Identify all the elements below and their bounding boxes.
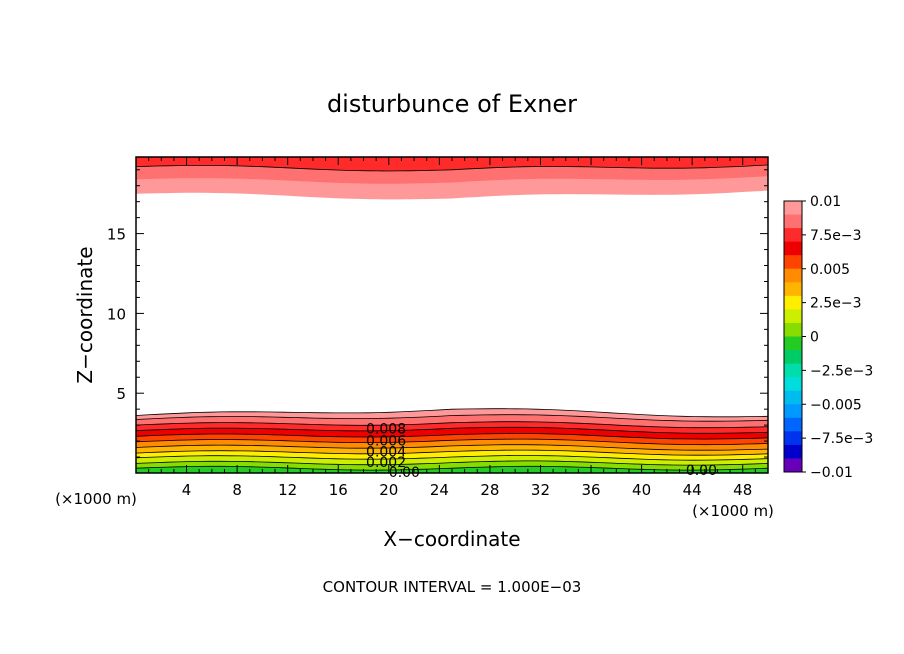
plot-fill-bands	[136, 157, 768, 473]
x-tick-label: 20	[379, 481, 398, 499]
colorbar-swatch	[784, 377, 802, 392]
contour-lines	[135, 164, 769, 471]
bottom-contour-line-1	[135, 460, 769, 466]
colorbar-swatch	[784, 255, 802, 270]
bottom-contour-line-2	[135, 455, 769, 461]
contour-label-0: 0.008	[366, 421, 406, 437]
colorbar-swatch	[784, 228, 802, 243]
colorbar: 0.01 7.5e−3 0.005 2.5e−3 0 −2.5e−3 −0.005 −7.5e…	[783, 194, 873, 481]
colorbar-tick-label: 2.5e−3	[810, 296, 862, 312]
colorbar-swatch	[784, 431, 802, 446]
x-unit-right: (×1000 m)	[692, 502, 774, 520]
colorbar-swatch	[784, 417, 802, 432]
colorbar-tick-label: 0.01	[810, 194, 841, 210]
colorbar-tick-label: 0.005	[810, 262, 850, 278]
colorbar-swatch	[784, 201, 802, 216]
colorbar-swatch	[784, 309, 802, 324]
colorbar-swatch	[784, 282, 802, 297]
y-tick-label: 10	[107, 305, 126, 323]
bottom-contour-line-6	[135, 433, 769, 440]
contour-label-1: 0.006	[366, 433, 406, 449]
colorbar-swatch	[784, 268, 802, 283]
colorbar-tick-label: 0	[810, 330, 819, 346]
x-tick-label: 24	[430, 481, 449, 499]
x-tick-label: 44	[683, 481, 702, 499]
colorbar-swatch	[784, 444, 802, 459]
x-tick-label: 28	[480, 481, 499, 499]
colorbar-swatch	[784, 322, 802, 337]
colorbar-swatch	[784, 241, 802, 256]
colorbar-tick-label: −7.5e−3	[810, 431, 873, 447]
y-tick-label: 15	[107, 226, 126, 244]
colorbar-swatch	[784, 336, 802, 351]
contour-label-5: 0.00	[686, 463, 717, 479]
bottom-contour-line-9	[135, 414, 769, 422]
contour-label-2: 0.004	[366, 444, 406, 460]
bottom-contour-line-5	[135, 438, 769, 446]
x-tick-label: 36	[581, 481, 600, 499]
bottom-contour-line-0	[135, 465, 769, 471]
x-tick-label: 12	[278, 481, 297, 499]
colorbar-tick-label: −2.5e−3	[810, 363, 873, 379]
colorbar-tick-label: 7.5e−3	[810, 228, 862, 244]
top-band-2	[136, 157, 768, 171]
colorbar-swatch	[784, 390, 802, 405]
y-axis-label: Z−coordinate	[73, 246, 97, 383]
x-axis-ticks: 4 8 12 16 20 24 28 32 36 40 44 48	[148, 157, 756, 499]
top-contour-line	[135, 164, 769, 172]
y-tick-label: 5	[116, 385, 126, 403]
contour-label-3: 0.002	[366, 455, 406, 471]
colorbar-swatch	[784, 295, 802, 310]
colorbar-swatch	[784, 458, 802, 473]
bottom-contour-line-10	[135, 408, 769, 418]
bottom-contour-line-4	[135, 444, 769, 451]
colorbar-tick-label: −0.005	[810, 397, 862, 413]
bottom-contour-line-7	[135, 426, 769, 434]
x-axis-label: X−coordinate	[383, 527, 520, 551]
colorbar-swatch	[784, 350, 802, 365]
colorbar-swatch	[784, 363, 802, 378]
colorbar-swatch	[784, 404, 802, 419]
bottom-contour-line-8	[135, 421, 769, 429]
contour-interval-footer: CONTOUR INTERVAL = 1.000E−03	[323, 578, 582, 596]
colorbar-swatch	[784, 214, 802, 229]
chart-title: disturbunce of Exner	[327, 90, 577, 118]
x-tick-label: 4	[182, 481, 192, 499]
x-tick-label: 16	[329, 481, 348, 499]
colorbar-tick-label: −0.01	[810, 465, 853, 481]
x-tick-label: 32	[531, 481, 550, 499]
x-unit-left: (×1000 m)	[55, 490, 137, 508]
x-tick-label: 8	[232, 481, 242, 499]
y-axis-ticks: 5 10 15	[107, 169, 768, 458]
x-tick-label: 40	[632, 481, 651, 499]
x-tick-label: 48	[733, 481, 752, 499]
bottom-contour-line-3	[135, 449, 769, 456]
